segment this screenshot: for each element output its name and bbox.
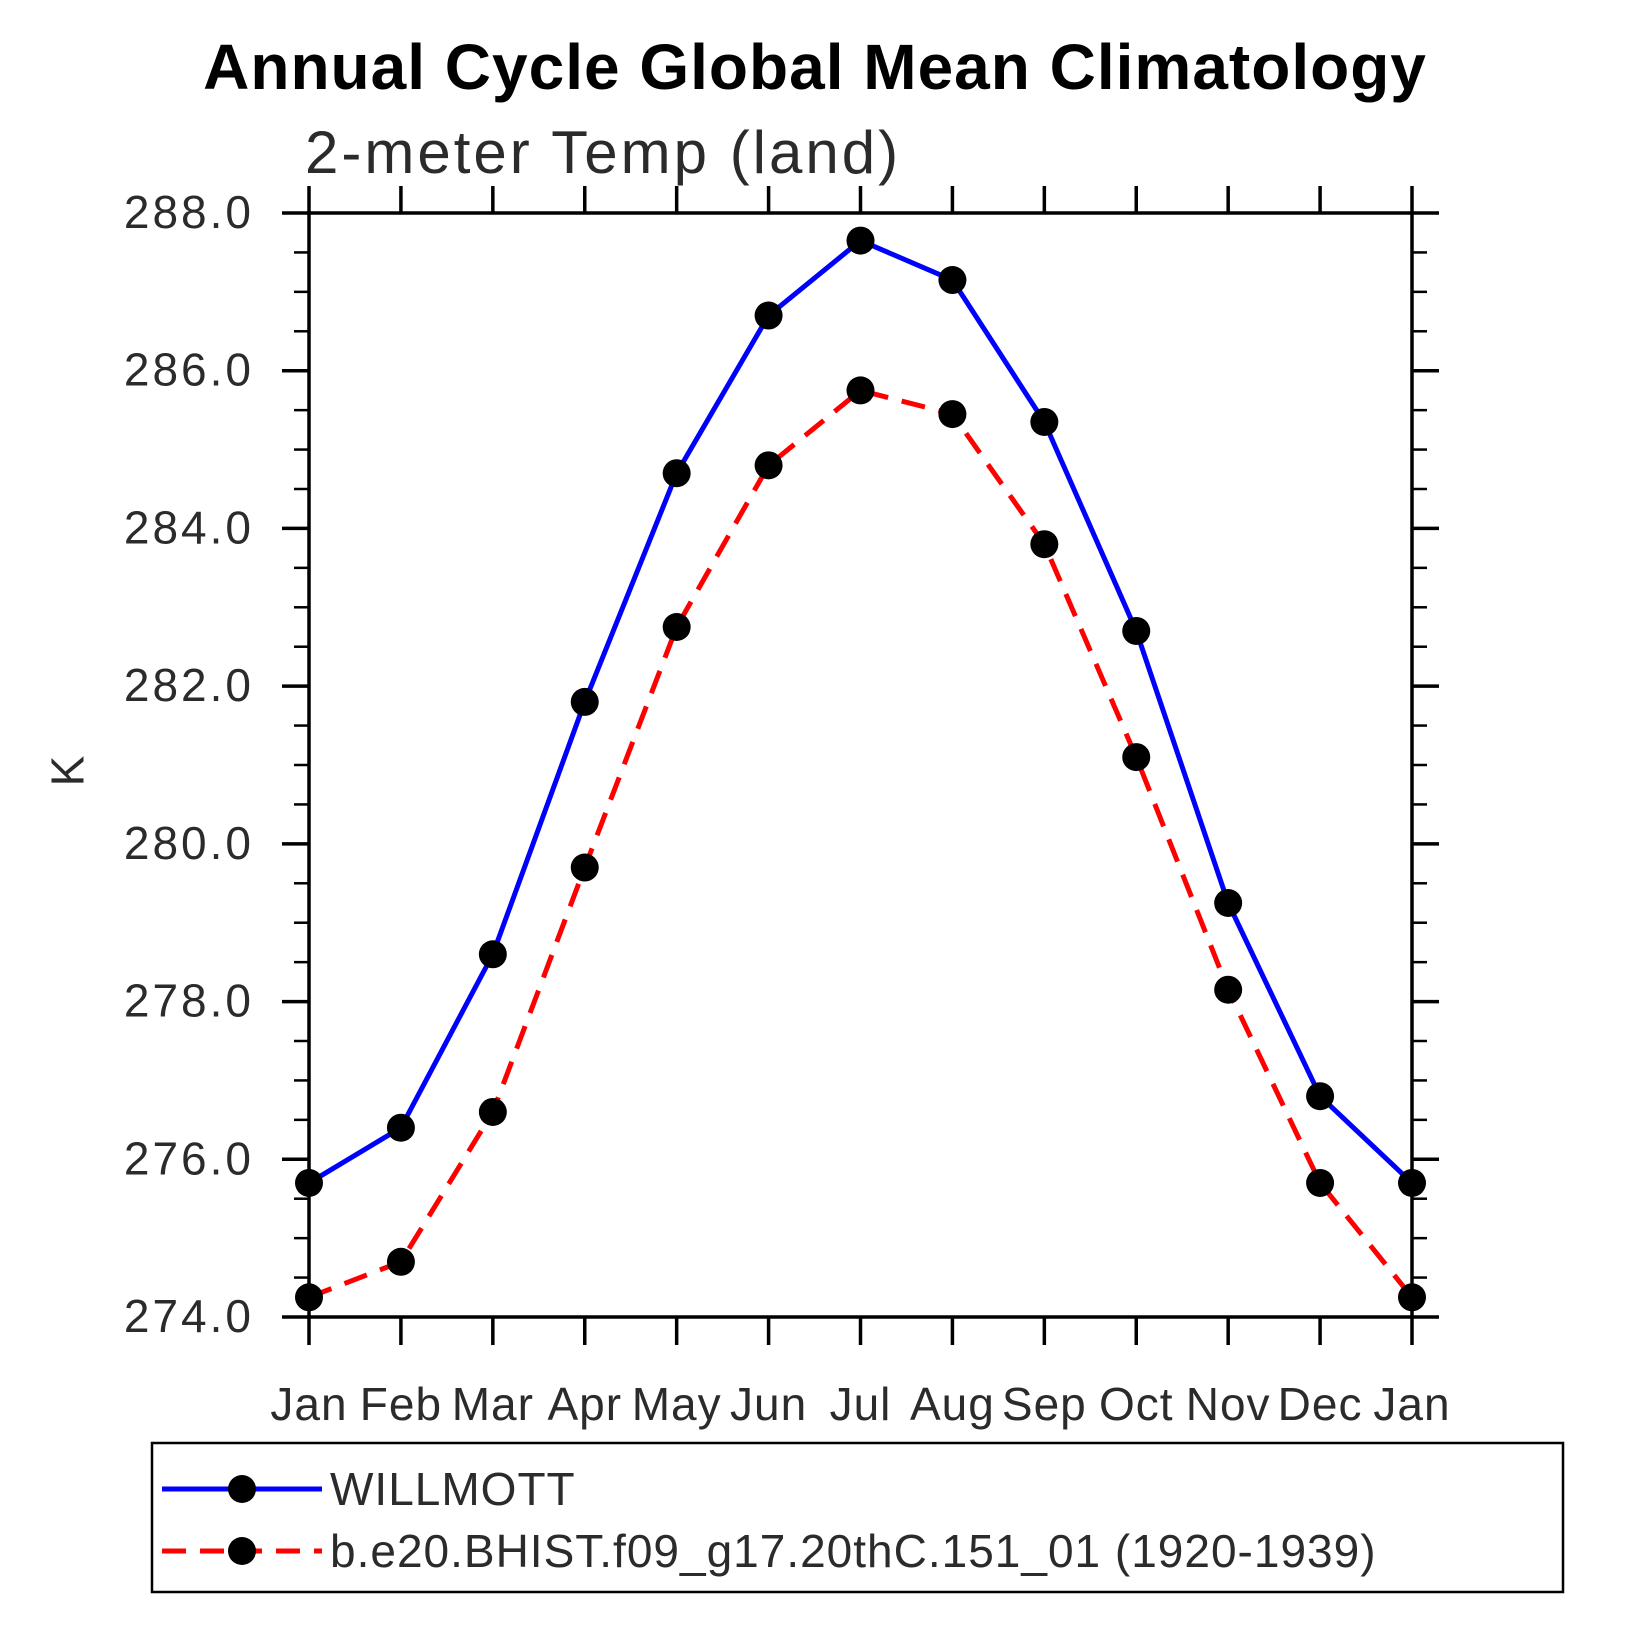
series-line-1 — [308, 387, 1414, 1300]
y-tick-label: 288.0 — [124, 186, 254, 238]
series-marker — [1398, 1283, 1426, 1312]
series-marker — [938, 266, 967, 295]
series-marker — [570, 853, 599, 882]
series-marker — [1122, 743, 1151, 772]
series-marker — [1122, 616, 1151, 645]
chart-subtitle: 2-meter Temp (land) — [305, 119, 902, 186]
series-marker — [478, 940, 507, 969]
series-marker — [295, 1168, 323, 1197]
series-marker — [1030, 407, 1059, 436]
x-tick-label: Oct — [1099, 1378, 1174, 1430]
series-marker — [1214, 889, 1243, 917]
y-tick-label: 284.0 — [124, 501, 254, 553]
y-tick-label: 274.0 — [124, 1290, 254, 1342]
series-marker — [1214, 975, 1243, 1004]
plot-frame — [307, 211, 1414, 1319]
series-marker — [1306, 1168, 1335, 1197]
legend-marker — [228, 1537, 256, 1565]
chart-title: Annual Cycle Global Mean Climatology — [203, 31, 1427, 103]
series-marker — [846, 376, 875, 405]
series-marker — [478, 1097, 507, 1126]
x-tick-label: Sep — [1002, 1378, 1087, 1430]
series-marker — [662, 613, 691, 641]
x-tick-label: Nov — [1186, 1378, 1271, 1430]
legend-label: WILLMOTT — [330, 1463, 576, 1515]
series-marker — [938, 400, 967, 429]
x-tick-label: Aug — [910, 1378, 995, 1430]
series-marker — [662, 459, 691, 488]
series-marker — [846, 226, 875, 255]
x-tick-label: Mar — [452, 1378, 534, 1430]
legend-marker — [228, 1475, 256, 1503]
y-tick-label: 278.0 — [124, 975, 254, 1027]
x-tick-label: Jan — [270, 1378, 347, 1430]
x-tick-label: Jul — [830, 1378, 892, 1430]
x-tick-label: Dec — [1278, 1378, 1363, 1430]
y-tick-label: 282.0 — [124, 659, 254, 711]
legend-box — [150, 1441, 1565, 1594]
x-tick-label: Apr — [547, 1378, 622, 1430]
legend-label: b.e20.BHIST.f09_g17.20thC.151_01 (1920-1… — [330, 1525, 1377, 1577]
x-tick-label: Feb — [360, 1378, 442, 1430]
x-tick-label: Jun — [730, 1378, 807, 1430]
x-tick-label: Jan — [1373, 1378, 1450, 1430]
series-marker — [295, 1283, 323, 1312]
x-tick-label: May — [632, 1378, 722, 1430]
series-marker — [754, 451, 783, 480]
series-marker — [1398, 1168, 1426, 1197]
series-marker — [386, 1247, 415, 1276]
series-marker — [1030, 530, 1059, 559]
series-marker — [754, 301, 783, 330]
series-marker — [570, 687, 599, 716]
y-tick-label: 276.0 — [124, 1132, 254, 1184]
series-marker — [1306, 1082, 1335, 1111]
y-tick-label: 280.0 — [124, 817, 254, 869]
series-marker — [386, 1113, 415, 1142]
y-tick-label: 286.0 — [124, 344, 254, 396]
